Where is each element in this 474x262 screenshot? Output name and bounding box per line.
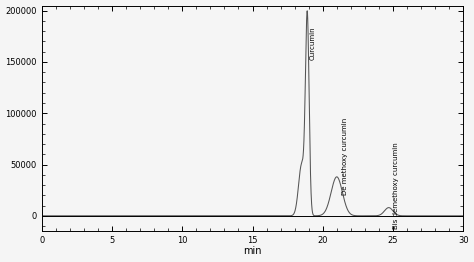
Text: Bis demethoxy curcumin: Bis demethoxy curcumin (393, 142, 399, 229)
Text: De methoxy curcumin: De methoxy curcumin (342, 117, 348, 195)
Text: Curcumin: Curcumin (310, 26, 316, 60)
X-axis label: min: min (243, 247, 262, 256)
